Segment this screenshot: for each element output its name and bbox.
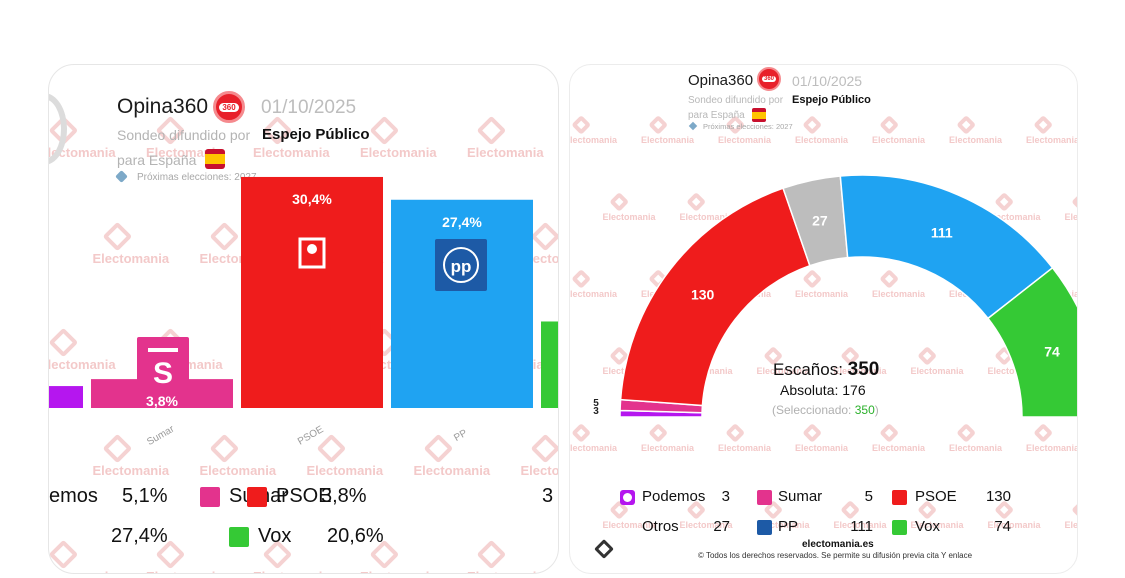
next-election-label: Próximas elecciones: 2027 (703, 122, 793, 131)
majority-line: Absoluta: 176 (780, 382, 866, 398)
legend-value: 3 (542, 485, 554, 507)
seat-slice-label: 130 (691, 287, 715, 303)
watermark-text: Electomania (360, 569, 437, 573)
broadcast-prefix: Sondeo difundido por (688, 95, 784, 106)
legend-name: Podemos (642, 488, 706, 505)
legend-value: 20,6% (327, 525, 384, 547)
legend-value: 3,8% (321, 485, 367, 507)
legend-name: Vox (915, 518, 941, 535)
watermark-text: Electomania (1064, 520, 1078, 530)
pollster-logo-icon: 360 (213, 91, 245, 123)
psoe-legend-icon (892, 490, 907, 505)
broadcaster-name: Espejo Público (792, 94, 871, 106)
bar-chart: 3,8% Sumar 30,4% PSOE 27,4% PP Spp (49, 176, 558, 448)
pollster-logo-icon: 360 (757, 67, 781, 91)
bar-podemos (49, 386, 83, 408)
pollster-name: Opina360 (117, 95, 209, 118)
watermark-logo-icon (476, 539, 507, 570)
footer-site: electomania.es (802, 539, 874, 550)
footer-rights: © Todos los derechos reservados. Se perm… (698, 551, 973, 560)
bar-value-label: 30,4% (292, 191, 332, 207)
watermark-text: Electomania (718, 443, 772, 453)
x-tick-label: Sumar (145, 423, 177, 448)
bar-psoe (241, 176, 383, 408)
bar-vox (541, 321, 558, 408)
legend-name: Sumar (778, 488, 823, 505)
region-label: para España (688, 110, 745, 121)
legend-name: Otros (642, 518, 679, 535)
broadcaster-name: Espejo Público (262, 126, 370, 143)
legend-name: PP (778, 518, 799, 535)
watermark-text: Electomania (467, 569, 544, 573)
sumar-legend-icon (200, 487, 220, 507)
podemos-circle-icon (623, 493, 632, 502)
watermark-logo-icon (1071, 499, 1077, 521)
watermark-text: Electomania (872, 443, 926, 453)
bar-pp (391, 199, 533, 408)
seats-total: 350 (847, 359, 880, 380)
seat-slice-label: 27 (812, 212, 828, 228)
legend-name: Vox (258, 525, 292, 547)
majority-value: 176 (842, 382, 866, 398)
vox-legend-icon (229, 527, 249, 547)
seat-slice-label: 74 (1044, 343, 1060, 359)
seat-slice-label: 5 (593, 398, 599, 409)
seats-label: Escaños: (773, 360, 843, 379)
seats-total-line: Escaños: 350 (773, 359, 879, 381)
spain-flag-icon (205, 149, 225, 169)
pp-legend-icon (757, 520, 772, 535)
x-tick-label: PSOE (296, 424, 326, 448)
spain-flag-icon (752, 108, 766, 122)
seat-slice-label: 3 (593, 406, 599, 417)
electomania-logo-icon (594, 539, 614, 559)
svg-text:S: S (153, 357, 173, 390)
legend-value: 27,4% (111, 525, 168, 547)
psoe-logo-icon (286, 227, 338, 279)
poll-date: 01/10/2025 (261, 97, 357, 118)
watermark-text: Electomania (49, 569, 116, 573)
psoe-legend-icon (247, 487, 267, 507)
region-label: para España (117, 152, 197, 168)
bar-value-label: 27,4% (442, 214, 482, 230)
legend-name: PSOE (276, 485, 332, 507)
vox-legend-icon (892, 520, 907, 535)
bar-value-label: 3,8% (146, 393, 178, 409)
broadcast-prefix: Sondeo difundido por (117, 127, 251, 143)
watermark-text: Electomania (146, 569, 223, 573)
vote-share-panel: Electomania Electomania Electomania Electom… (48, 64, 559, 574)
watermark-text: Electomania (795, 443, 849, 453)
next-election-label: Próximas elecciones: 2027 (137, 172, 257, 183)
seats-panel: Electomania Electomania Electomania Electom… (569, 64, 1078, 574)
sumar-logo-icon: S (137, 337, 189, 390)
podemos-legend-icon (620, 490, 635, 505)
legend-name: emos (49, 485, 98, 507)
legend-name: PSOE (915, 488, 957, 505)
x-tick-label: PP (452, 428, 469, 444)
sumar-legend-icon (757, 490, 772, 505)
legend-value: 5,1% (122, 485, 168, 507)
watermark-text: Electomania (949, 443, 1003, 453)
seats-chart: 130 27 111 74 53 (593, 174, 1077, 418)
selected-value: 350 (854, 403, 875, 417)
svg-text:pp: pp (451, 257, 472, 276)
selected-line: (Seleccionado: 350) (772, 403, 879, 417)
watermark-text: Electomania (641, 443, 695, 453)
seat-slice-label: 111 (931, 225, 953, 241)
pollster-name: Opina360 (688, 72, 754, 89)
pp-logo-icon: pp (435, 239, 487, 291)
watermark-text: Electomania (569, 443, 618, 453)
poll-date: 01/10/2025 (792, 73, 863, 89)
watermark-text: Electomania (253, 569, 330, 573)
watermark-logo-icon (49, 539, 79, 570)
watermark-text: Electomania (1026, 443, 1078, 453)
seat-slice-vox (986, 266, 1077, 418)
majority-label: Absoluta: (780, 382, 839, 398)
